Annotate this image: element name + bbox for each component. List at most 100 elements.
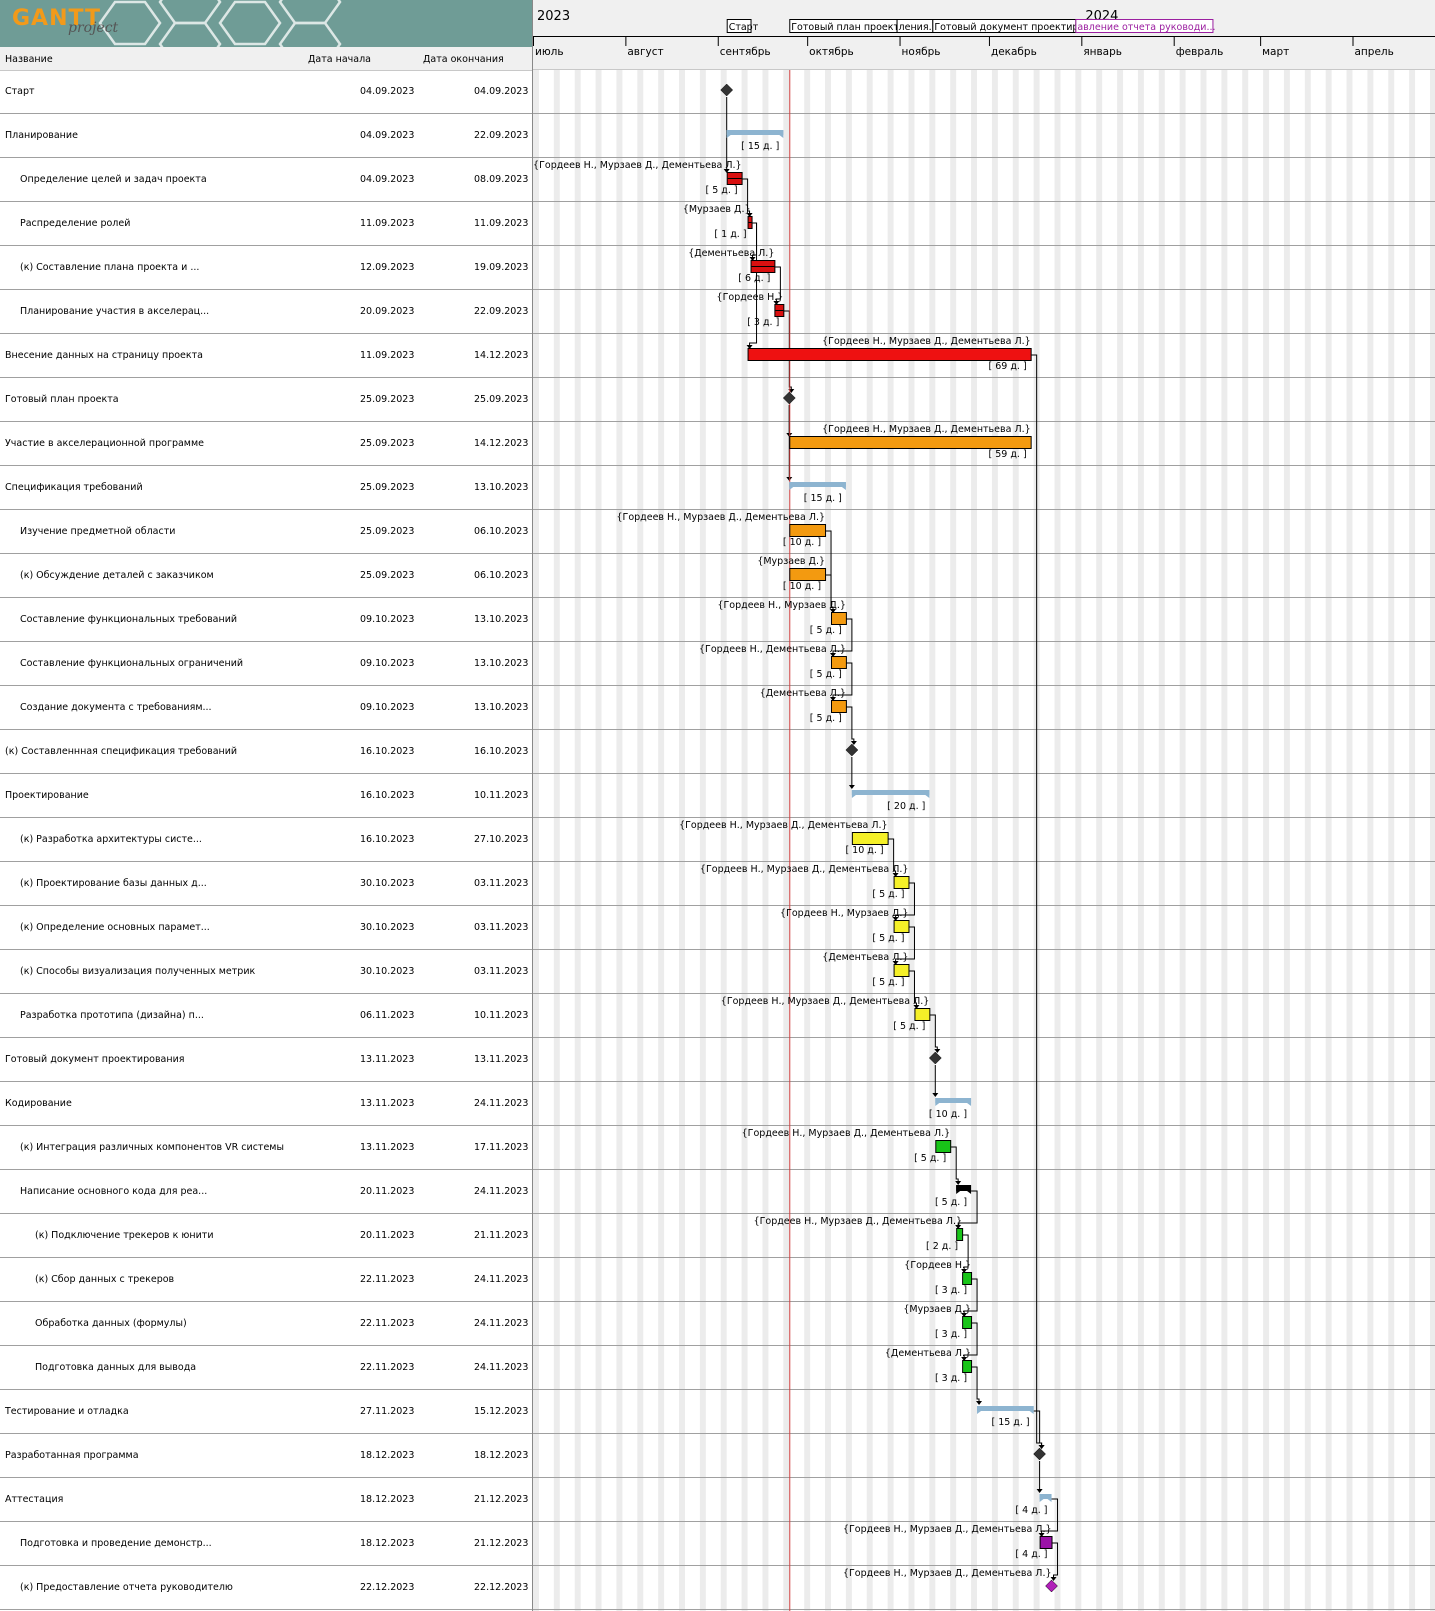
- table-row[interactable]: Написание основного кода для реа... 20.11…: [0, 1170, 533, 1214]
- duration-label: [ 5 д. ]: [914, 1153, 946, 1164]
- table-row[interactable]: Изучение предметной области 25.09.2023 06.…: [0, 510, 533, 554]
- milestone-flag: [1075, 19, 1214, 33]
- duration-label: [ 69 д. ]: [989, 361, 1027, 372]
- table-row[interactable]: Старт 04.09.2023 04.09.2023: [0, 70, 533, 114]
- task-bar: [962, 1316, 973, 1329]
- task-bar: [789, 436, 1032, 449]
- gantt-logo: GANTT project: [0, 0, 533, 47]
- task-name: Старт: [5, 86, 35, 97]
- table-row[interactable]: Распределение ролей 11.09.2023 11.09.2023: [0, 202, 533, 246]
- task-name: Составление функциональных требований: [20, 614, 238, 625]
- task-name: Внесение данных на страницу проекта: [5, 350, 203, 361]
- duration-label: [ 15 д. ]: [804, 493, 842, 504]
- duration-label: [ 5 д. ]: [872, 933, 904, 944]
- resource-label: {Гордеев Н., Мурзаев Д., Дементьева Л.}: [700, 864, 909, 875]
- duration-label: [ 3 д. ]: [935, 1329, 967, 1340]
- table-row[interactable]: Аттестация 18.12.2023 21.12.2023: [0, 1478, 533, 1522]
- dependency-arrow: [774, 266, 781, 304]
- task-end-date: 21.12.2023: [474, 1538, 529, 1549]
- table-row[interactable]: Проектирование 16.10.2023 10.11.2023: [0, 774, 533, 818]
- duration-label: [ 5 д. ]: [872, 889, 904, 900]
- table-row[interactable]: Готовый план проекта 25.09.2023 25.09.2023: [0, 378, 533, 422]
- dependency-arrow: [895, 882, 915, 920]
- dependency-arrowhead: [1036, 1489, 1043, 1493]
- table-row[interactable]: Определение целей и задач проекта 04.09.2…: [0, 158, 533, 202]
- column-header-name[interactable]: Название: [5, 54, 53, 65]
- table-row[interactable]: Подготовка и проведение демонстр... 18.12…: [0, 1522, 533, 1566]
- task-start-date: 13.11.2023: [360, 1098, 415, 1109]
- milestone-flag-label: Готовый план проекта: [791, 22, 905, 33]
- table-row[interactable]: (к) Составление плана проекта и ... 12.09…: [0, 246, 533, 290]
- milestone-flag-label: Старт: [729, 22, 759, 33]
- pane-divider[interactable]: [532, 0, 533, 1611]
- column-header-end[interactable]: Дата окончания: [423, 54, 504, 65]
- month-label: ноябрь: [902, 46, 941, 58]
- task-start-date: 30.10.2023: [360, 922, 415, 933]
- task-bar: [789, 568, 827, 581]
- table-row[interactable]: Участие в акселерационной программе 25.09…: [0, 422, 533, 466]
- table-row[interactable]: Готовый документ проектирования 13.11.202…: [0, 1038, 533, 1082]
- duration-label: [ 6 д. ]: [738, 273, 770, 284]
- task-start-date: 22.11.2023: [360, 1362, 415, 1373]
- table-row[interactable]: (к) Интеграция различных компонентов VR …: [0, 1126, 533, 1170]
- logo-subtitle: project: [68, 20, 119, 36]
- task-name: (к) Определение основных парамет...: [20, 922, 210, 933]
- table-row[interactable]: (к) Способы визуализация полученных метр…: [0, 950, 533, 994]
- resource-label: {Гордеев Н., Мурзаев Д., Дементьева Л.}: [533, 160, 742, 171]
- milestone-diamond: [845, 743, 859, 757]
- table-row[interactable]: Планирование участия в акселерац... 20.09…: [0, 290, 533, 334]
- summary-bar: [851, 790, 930, 795]
- task-start-date: 04.09.2023: [360, 174, 415, 185]
- table-row[interactable]: (к) Подключение трекеров к юнити 20.11.20…: [0, 1214, 533, 1258]
- table-row[interactable]: Планирование 04.09.2023 22.09.2023: [0, 114, 533, 158]
- table-row[interactable]: Спецификация требований 25.09.2023 13.10.2…: [0, 466, 533, 510]
- task-start-date: 30.10.2023: [360, 966, 415, 977]
- table-row[interactable]: Подготовка данных для вывода 22.11.2023 24…: [0, 1346, 533, 1390]
- table-row[interactable]: Разработка прототипа (дизайна) п... 06.11…: [0, 994, 533, 1038]
- table-row[interactable]: Кодирование 13.11.2023 24.11.2023: [0, 1082, 533, 1126]
- table-row[interactable]: Внесение данных на страницу проекта 11.09…: [0, 334, 533, 378]
- table-row[interactable]: Тестирование и отладка 27.11.2023 15.12.20…: [0, 1390, 533, 1434]
- duration-label: [ 15 д. ]: [741, 141, 779, 152]
- table-row[interactable]: (к) Определение основных парамет... 30.10…: [0, 906, 533, 950]
- duration-label: [ 59 д. ]: [989, 449, 1027, 460]
- duration-label: [ 5 д. ]: [810, 669, 842, 680]
- table-row[interactable]: Составление функциональных требований 09.…: [0, 598, 533, 642]
- task-start-date: 11.09.2023: [360, 350, 415, 361]
- task-end-date: 14.12.2023: [474, 350, 529, 361]
- table-row[interactable]: (к) Предоставление отчета руководителю 22…: [0, 1566, 533, 1610]
- task-name: (к) Разработка архитектуры систе...: [20, 834, 202, 845]
- month-label: январь: [1083, 46, 1122, 58]
- task-name: Готовый план проекта: [5, 394, 119, 405]
- resource-label: {Гордеев Н.}: [904, 1260, 971, 1271]
- column-header-start[interactable]: Дата начала: [308, 54, 371, 65]
- task-start-date: 25.09.2023: [360, 526, 415, 537]
- task-bar: [747, 348, 1032, 361]
- table-row[interactable]: Разработанная программа 18.12.2023 18.12.2…: [0, 1434, 533, 1478]
- dependency-arrowhead: [749, 257, 756, 261]
- table-row[interactable]: (к) Обсуждение деталей с заказчиком 25.09…: [0, 554, 533, 598]
- milestone-diamond: [720, 83, 734, 97]
- task-end-date: 24.11.2023: [474, 1274, 529, 1285]
- dependency-arrowhead: [913, 1005, 920, 1009]
- table-row[interactable]: (к) Сбор данных с трекеров 22.11.2023 24.1…: [0, 1258, 533, 1302]
- resource-label: {Дементьева Л.}: [688, 248, 774, 259]
- table-row[interactable]: Составление функциональных ограничений 09…: [0, 642, 533, 686]
- task-end-date: 16.10.2023: [474, 746, 529, 757]
- task-start-date: 18.12.2023: [360, 1494, 415, 1505]
- table-row[interactable]: (к) Разработка архитектуры систе... 16.10…: [0, 818, 533, 862]
- task-end-date: 15.12.2023: [474, 1406, 529, 1417]
- dependency-arrow: [845, 706, 855, 744]
- table-row[interactable]: Создание документа с требованиям... 09.10…: [0, 686, 533, 730]
- table-row[interactable]: Обработка данных (формулы) 22.11.2023 24.1…: [0, 1302, 533, 1346]
- task-bars: [ 15 д. ] [ 5 д. ] {Гордеев Н., Мурзаев Д.…: [533, 83, 1058, 1593]
- milestone-flag-label: ления...: [899, 22, 938, 33]
- table-row[interactable]: (к) Проектирование базы данных д... 30.10…: [0, 862, 533, 906]
- task-start-date: 04.09.2023: [360, 86, 415, 97]
- task-end-date: 22.12.2023: [474, 1582, 529, 1593]
- table-row[interactable]: (к) Составленнная спецификация требовани…: [0, 730, 533, 774]
- milestone-diamond: [1045, 1579, 1058, 1593]
- task-end-date: 03.11.2023: [474, 878, 529, 889]
- task-name: Тестирование и отладка: [5, 1406, 129, 1417]
- dependency-arrowhead: [1050, 1577, 1057, 1581]
